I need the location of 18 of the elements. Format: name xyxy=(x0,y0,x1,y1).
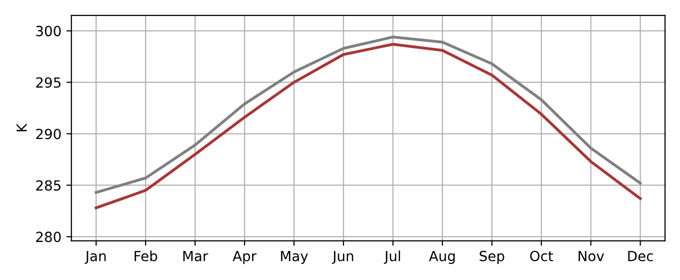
y-tick-label: 300 xyxy=(36,26,61,36)
x-tick-label: Nov xyxy=(578,250,604,262)
y-tick-label: 290 xyxy=(36,128,61,140)
y-tick-label: 295 xyxy=(36,77,60,88)
x-tick-label: Feb xyxy=(134,250,158,262)
x-tick-label: Jan xyxy=(84,250,106,264)
y-axis-title: K xyxy=(16,123,27,132)
x-tick-label: Aug xyxy=(428,250,455,264)
x-tick-label: Oct xyxy=(530,250,554,262)
x-tick-label: Jun xyxy=(332,250,354,264)
x-tick-label: Sep xyxy=(480,250,504,264)
x-tick-label: Apr xyxy=(232,250,257,264)
x-tick-label: Mar xyxy=(183,250,208,262)
x-tick-label: May xyxy=(281,250,308,264)
y-tick-label: 285 xyxy=(36,180,60,191)
y-tick-label: 280 xyxy=(36,232,61,242)
x-tick-label: Jul xyxy=(384,250,400,264)
x-tick-label: Dec xyxy=(628,250,653,262)
